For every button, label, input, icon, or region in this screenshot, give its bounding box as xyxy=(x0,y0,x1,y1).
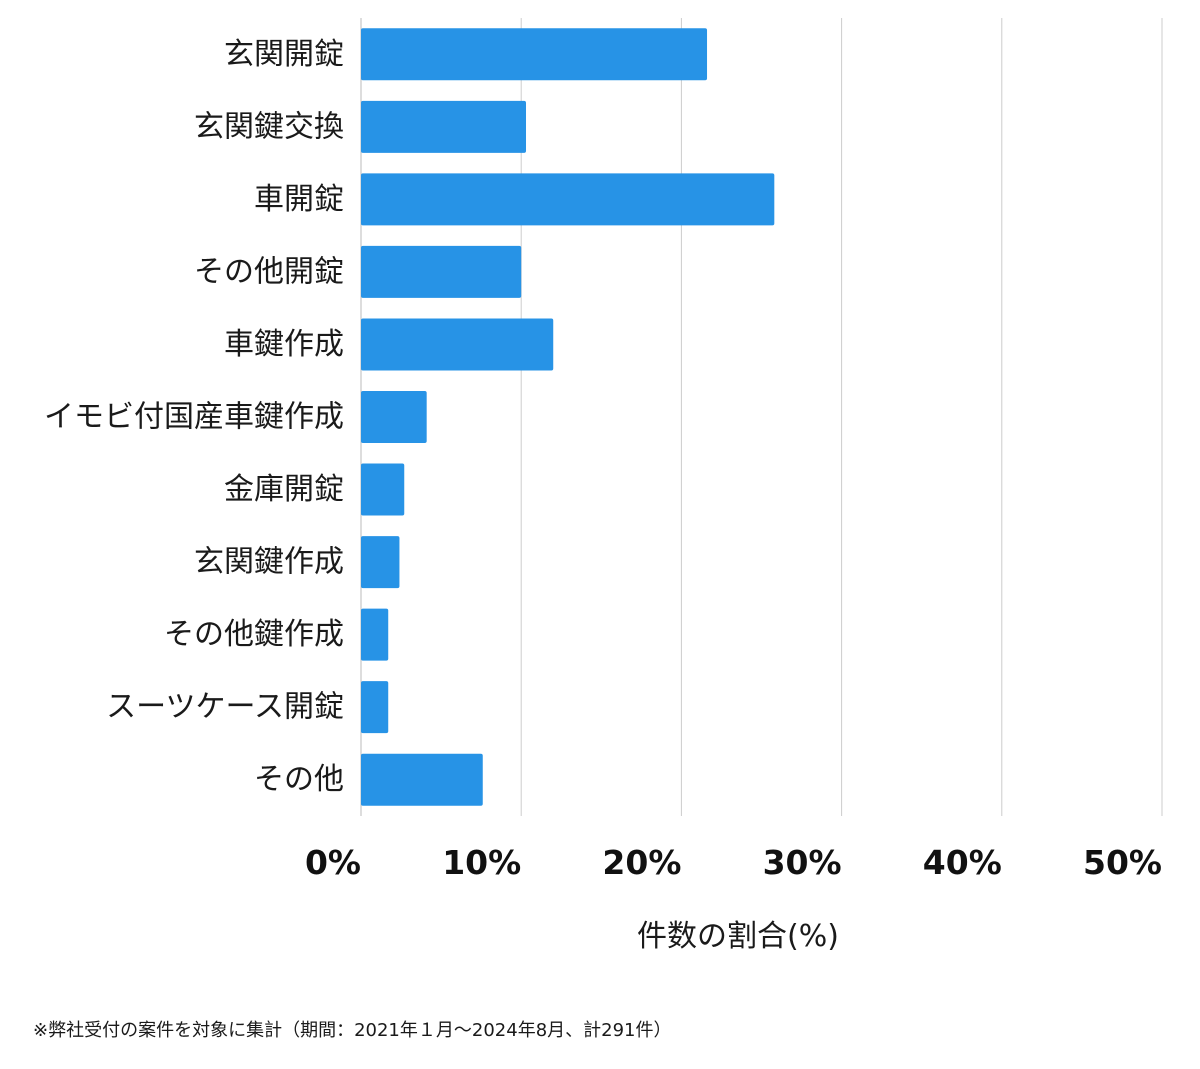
category-label: 玄関鍵交換 xyxy=(194,109,344,144)
category-label: その他開錠 xyxy=(194,254,344,289)
x-tick-label: 50% xyxy=(1083,843,1162,882)
category-label: 車鍵作成 xyxy=(224,327,344,362)
category-label: スーツケース開錠 xyxy=(106,690,344,725)
bar xyxy=(361,753,483,806)
category-label: その他鍵作成 xyxy=(164,617,344,652)
bar xyxy=(361,245,522,298)
category-label: 玄関開錠 xyxy=(224,37,344,72)
category-label: 玄関鍵作成 xyxy=(194,545,344,580)
bar xyxy=(361,536,400,589)
bar xyxy=(361,463,405,516)
x-tick-label: 30% xyxy=(763,843,842,882)
bar xyxy=(361,100,527,153)
bar xyxy=(361,28,708,81)
x-tick-label: 0% xyxy=(305,843,361,882)
bar xyxy=(361,391,427,443)
x-axis-title: 件数の割合(%) xyxy=(637,919,839,954)
bar xyxy=(361,681,389,734)
category-label: 金庫開錠 xyxy=(224,472,344,507)
category-labels: 玄関開錠玄関鍵交換車開錠その他開錠車鍵作成イモビ付国産車鍵作成金庫開錠玄関鍵作成… xyxy=(44,37,344,797)
category-label: 車開錠 xyxy=(254,182,344,217)
category-label: その他 xyxy=(254,762,344,797)
bars xyxy=(361,28,775,806)
bar xyxy=(361,608,389,661)
footnote: ※弊社受付の案件を対象に集計（期間：2021年１月〜2024年8月、計291件） xyxy=(33,1020,672,1041)
x-tick-label: 40% xyxy=(923,843,1002,882)
bar xyxy=(361,318,554,371)
category-label: イモビ付国産車鍵作成 xyxy=(44,400,344,435)
x-tick-labels: 0% 10% 20% 30% 40% 50% xyxy=(305,843,1162,882)
x-tick-label: 20% xyxy=(602,843,681,882)
bar xyxy=(361,173,775,226)
bar-chart: 玄関開錠玄関鍵交換車開錠その他開錠車鍵作成イモビ付国産車鍵作成金庫開錠玄関鍵作成… xyxy=(44,18,1163,954)
x-tick-label: 10% xyxy=(442,843,521,882)
